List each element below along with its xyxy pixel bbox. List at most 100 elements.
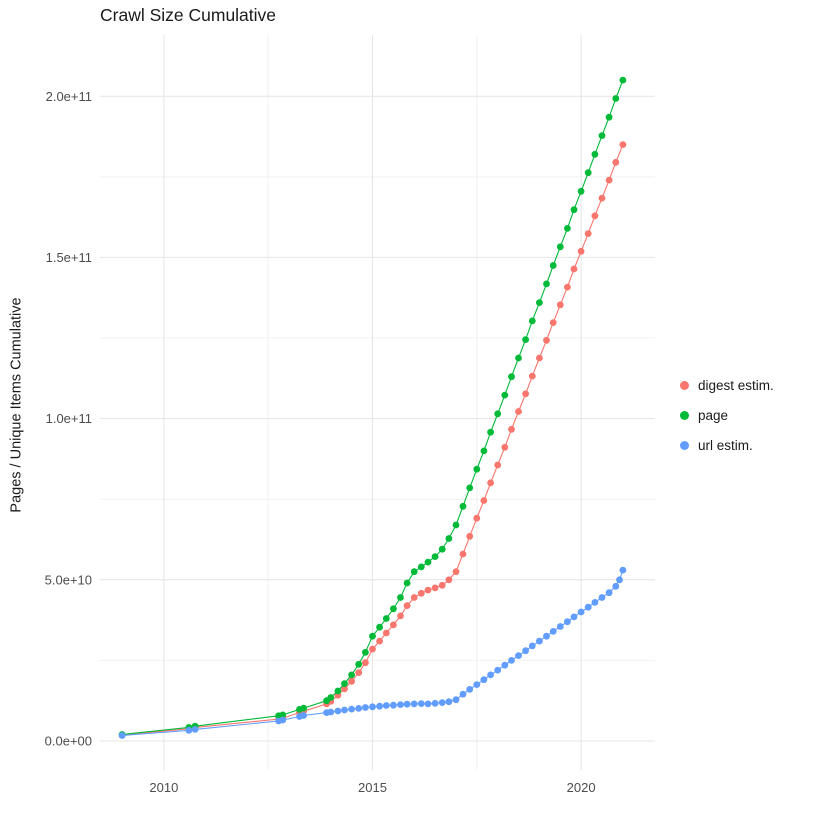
data-point — [522, 336, 529, 343]
data-point — [410, 568, 418, 576]
data-point — [564, 225, 571, 232]
data-point — [334, 687, 342, 695]
data-point — [327, 694, 335, 701]
data-point — [564, 283, 571, 291]
grid-minor — [100, 35, 655, 770]
data-point — [362, 659, 369, 667]
data-point — [438, 699, 446, 706]
data-point — [549, 319, 557, 326]
data-point — [341, 680, 348, 687]
data-point — [362, 704, 369, 711]
data-point — [612, 582, 620, 590]
data-point — [459, 690, 467, 698]
data-point — [549, 628, 557, 635]
data-point — [191, 726, 199, 733]
legend-key-dot-icon — [680, 441, 689, 450]
data-point — [403, 700, 411, 708]
data-point — [369, 703, 376, 711]
legend-key-dot-icon — [680, 411, 689, 420]
data-point — [362, 648, 369, 656]
data-point — [584, 603, 592, 611]
data-point — [494, 461, 502, 469]
data-point — [570, 206, 578, 214]
data-point — [348, 671, 355, 679]
legend: digest estim. page url estim. — [680, 377, 774, 454]
data-point — [619, 141, 627, 149]
data-point — [528, 372, 536, 380]
data-point — [619, 76, 627, 84]
data-point — [403, 602, 411, 609]
y-axis-labels: 0.0e+00 5.0e+10 1.0e+11 1.5e+11 2.0e+11 — [45, 89, 92, 749]
series-line — [122, 569, 624, 737]
chart-title: Crawl Size Cumulative — [100, 5, 277, 25]
svg-text:2.0e+11: 2.0e+11 — [46, 89, 92, 104]
data-point — [584, 169, 592, 177]
data-point — [577, 608, 585, 616]
data-point — [487, 671, 494, 679]
data-point — [376, 623, 383, 631]
svg-text:5.0e+10: 5.0e+10 — [45, 572, 92, 587]
data-point — [556, 623, 564, 630]
data-point — [515, 354, 522, 362]
data-point — [424, 700, 432, 708]
x-axis-labels: 2010 2015 2020 — [149, 780, 595, 795]
data-point — [543, 632, 550, 640]
data-point — [501, 661, 509, 669]
data-point — [536, 637, 543, 645]
svg-text:1.5e+11: 1.5e+11 — [46, 250, 92, 265]
data-point — [390, 605, 397, 613]
data-point — [279, 716, 287, 724]
data-point — [382, 702, 390, 709]
data-point — [556, 301, 564, 309]
data-point — [612, 158, 620, 166]
data-point — [445, 576, 453, 584]
data-point — [355, 669, 363, 676]
data-point — [591, 150, 599, 158]
data-point — [473, 514, 481, 522]
data-point — [445, 698, 453, 706]
data-point — [480, 447, 488, 455]
data-point — [616, 576, 623, 584]
data-point — [549, 262, 557, 269]
data-point — [348, 677, 355, 685]
data-point — [382, 615, 390, 622]
data-point — [543, 336, 550, 344]
svg-text:0.0e+00: 0.0e+00 — [45, 733, 92, 748]
grid-major — [100, 35, 655, 770]
data-point — [397, 701, 404, 708]
data-point — [376, 702, 383, 710]
data-point — [431, 699, 439, 707]
data-point — [473, 465, 481, 473]
data-point — [536, 299, 543, 306]
series-page — [118, 76, 627, 738]
data-point — [570, 613, 578, 621]
data-point — [410, 700, 418, 708]
data-point — [528, 317, 536, 325]
data-point — [431, 553, 439, 560]
data-point — [445, 535, 453, 542]
data-point — [480, 497, 488, 504]
data-point — [543, 280, 550, 288]
data-point — [570, 265, 578, 273]
data-point — [508, 657, 515, 664]
data-point — [390, 621, 397, 629]
data-point — [591, 599, 599, 606]
data-point — [556, 243, 564, 251]
data-point — [487, 428, 494, 436]
data-point — [522, 390, 529, 398]
data-point — [598, 132, 606, 140]
data-point — [390, 701, 397, 709]
data-point — [300, 712, 307, 719]
data-point — [341, 685, 348, 693]
data-point — [584, 230, 592, 238]
data-point — [466, 686, 474, 693]
data-point — [452, 521, 460, 529]
data-point — [355, 660, 363, 668]
data-point — [501, 443, 509, 451]
data-point — [279, 711, 287, 719]
data-point — [494, 666, 502, 674]
data-point — [515, 652, 522, 659]
data-point — [577, 247, 585, 255]
data-point — [452, 568, 460, 576]
